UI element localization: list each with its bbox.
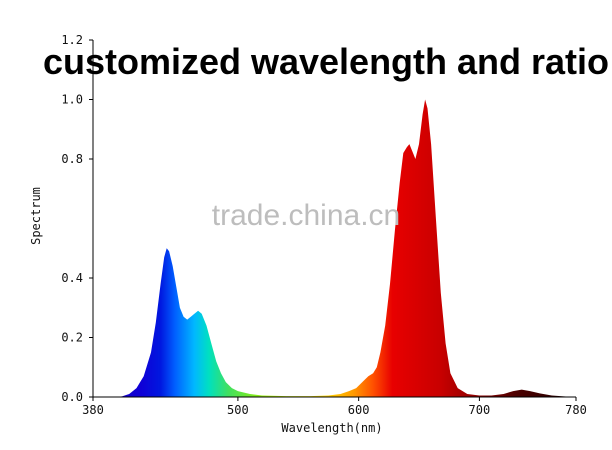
- x-axis-ticks: 380 500 600 700 780: [82, 397, 587, 417]
- y-tick-label: 0.0: [61, 390, 83, 404]
- x-tick-label: 600: [348, 403, 370, 417]
- x-tick-label: 780: [565, 403, 587, 417]
- y-axis-title: Spectrum: [29, 187, 43, 245]
- x-tick-label: 380: [82, 403, 104, 417]
- y-tick-label: 1.2: [61, 33, 83, 47]
- x-tick-label: 500: [227, 403, 249, 417]
- y-tick-label: 0.4: [61, 271, 83, 285]
- spectrum-area: [114, 99, 574, 397]
- y-tick-label: 0.2: [61, 331, 83, 345]
- y-tick-label: 1.0: [61, 93, 83, 107]
- y-axis-ticks: 0.0 0.2 0.4 0.8 1.0 1.2: [61, 33, 93, 404]
- watermark-text: trade.china.cn: [212, 199, 400, 232]
- chart-title: customized wavelength and ratio: [43, 41, 609, 82]
- y-tick-label: 0.8: [61, 152, 83, 166]
- x-axis-title: Wavelength(nm): [281, 421, 382, 435]
- x-tick-label: 700: [469, 403, 491, 417]
